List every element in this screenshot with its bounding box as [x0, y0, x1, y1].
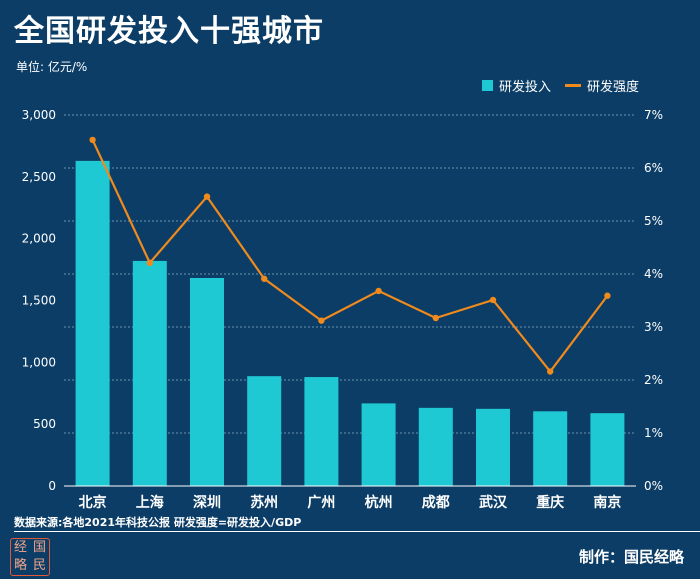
right-axis-tick-label: 5%: [644, 214, 663, 228]
intensity-point: [489, 296, 497, 304]
seal-char-4: 民: [32, 558, 46, 573]
left-axis-tick-label: 500: [33, 417, 56, 431]
bar: [304, 377, 339, 486]
intensity-point: [318, 317, 325, 324]
right-axis-tick-label: 7%: [644, 108, 663, 122]
left-axis-tick-label: 2,500: [22, 170, 56, 184]
seal-char-1: 经: [13, 540, 27, 555]
chart-title: 全国研发投入十强城市: [14, 14, 324, 49]
right-axis-tick-label: 0%: [644, 479, 663, 493]
bar: [533, 411, 568, 486]
left-axis-tick-label: 2,000: [22, 232, 56, 246]
legend-line-swatch: [565, 84, 582, 87]
left-axis-tick-label: 0: [48, 479, 56, 493]
intensity-point: [89, 136, 96, 144]
category-label: 成都: [422, 494, 450, 511]
intensity-point: [375, 287, 382, 295]
category-label: 北京: [79, 494, 107, 511]
right-axis-tick-label: 1%: [644, 426, 663, 440]
category-label: 深圳: [193, 494, 221, 511]
legend-bar-swatch: [482, 80, 493, 91]
right-axis-tick-label: 2%: [644, 373, 663, 387]
intensity-point: [146, 259, 153, 267]
legend: 研发投入 研发强度: [482, 76, 639, 95]
left-axis-tick-label: 3,000: [22, 108, 56, 122]
brand-seal: 经 国 略 民: [10, 538, 50, 576]
bar: [75, 160, 110, 486]
legend-bar-label: 研发投入: [499, 80, 552, 95]
right-axis-tick-label: 6%: [644, 161, 663, 175]
bar: [418, 407, 453, 486]
legend-line-label: 研发强度: [587, 80, 640, 95]
category-label: 广州: [307, 494, 335, 511]
right-axis-tick-label: 3%: [644, 320, 663, 334]
bar: [361, 403, 396, 486]
bar: [190, 277, 224, 486]
category-label: 南京: [593, 494, 621, 511]
category-label: 杭州: [365, 494, 393, 511]
intensity-point: [604, 292, 611, 299]
seal-char-3: 略: [13, 558, 27, 573]
bar: [132, 260, 167, 486]
left-axis-tick-label: 1,000: [22, 355, 56, 369]
left-axis-tick-label: 1,500: [22, 294, 56, 308]
bar: [476, 408, 510, 486]
unit-label: 单位: 亿元/%: [16, 60, 88, 74]
seal-char-2: 国: [32, 540, 46, 555]
category-label: 重庆: [536, 494, 564, 511]
intensity-point: [203, 193, 211, 200]
category-label: 苏州: [250, 494, 278, 511]
intensity-point: [547, 368, 554, 375]
category-label: 武汉: [479, 494, 508, 511]
bar: [247, 376, 282, 486]
bar: [590, 413, 625, 486]
source-note: 数据来源:各地2021年科技公报 研发强度=研发投入/GDP: [14, 516, 302, 529]
category-label: 上海: [136, 494, 164, 511]
intensity-point: [261, 275, 268, 282]
intensity-point: [432, 314, 439, 322]
footer-divider: [14, 531, 700, 532]
right-axis-tick-label: 4%: [644, 267, 663, 281]
credit-label: 制作：国民经略: [578, 548, 684, 566]
intensity-line: [91, 139, 609, 374]
